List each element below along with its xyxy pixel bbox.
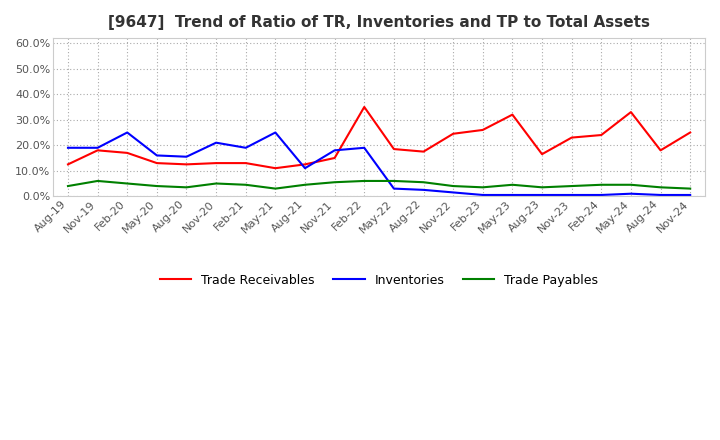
Trade Payables [419,180,428,185]
Trade Payables [538,185,546,190]
Trade Payables [449,183,457,189]
Inventories [301,165,310,171]
Trade Receivables [449,131,457,136]
Inventories [390,186,398,191]
Trade Payables [656,185,665,190]
Inventories [330,148,339,153]
Trade Receivables [508,112,517,117]
Inventories [656,192,665,198]
Trade Payables [63,183,72,189]
Trade Receivables [419,149,428,154]
Line: Trade Payables: Trade Payables [68,181,690,189]
Trade Payables [330,180,339,185]
Trade Payables [241,182,250,187]
Trade Payables [153,183,161,189]
Trade Payables [597,182,606,187]
Trade Receivables [63,162,72,167]
Trade Receivables [123,150,132,155]
Inventories [182,154,191,159]
Inventories [94,145,102,150]
Trade Payables [567,183,576,189]
Title: [9647]  Trend of Ratio of TR, Inventories and TP to Total Assets: [9647] Trend of Ratio of TR, Inventories… [108,15,650,30]
Trade Payables [626,182,635,187]
Inventories [538,192,546,198]
Trade Payables [390,178,398,183]
Trade Receivables [212,161,220,166]
Trade Receivables [626,110,635,115]
Trade Payables [271,186,279,191]
Inventories [123,130,132,135]
Trade Receivables [330,155,339,161]
Inventories [271,130,279,135]
Trade Payables [479,185,487,190]
Inventories [63,145,72,150]
Trade Receivables [686,130,695,135]
Trade Payables [94,178,102,183]
Inventories [626,191,635,196]
Trade Receivables [538,151,546,157]
Trade Payables [360,178,369,183]
Inventories [508,192,517,198]
Trade Receivables [94,148,102,153]
Inventories [212,140,220,145]
Trade Receivables [241,161,250,166]
Trade Payables [123,181,132,186]
Inventories [153,153,161,158]
Inventories [241,145,250,150]
Inventories [597,192,606,198]
Trade Payables [508,182,517,187]
Legend: Trade Receivables, Inventories, Trade Payables: Trade Receivables, Inventories, Trade Pa… [155,269,603,292]
Trade Payables [686,186,695,191]
Trade Receivables [360,104,369,110]
Trade Payables [301,182,310,187]
Trade Receivables [390,147,398,152]
Inventories [567,192,576,198]
Inventories [686,192,695,198]
Trade Receivables [153,161,161,166]
Inventories [479,192,487,198]
Trade Receivables [567,135,576,140]
Inventories [360,145,369,150]
Line: Inventories: Inventories [68,132,690,195]
Trade Payables [212,181,220,186]
Trade Receivables [479,127,487,132]
Inventories [419,187,428,193]
Trade Payables [182,185,191,190]
Trade Receivables [597,132,606,138]
Trade Receivables [271,165,279,171]
Inventories [449,190,457,195]
Trade Receivables [301,162,310,167]
Line: Trade Receivables: Trade Receivables [68,107,690,168]
Trade Receivables [656,148,665,153]
Trade Receivables [182,162,191,167]
